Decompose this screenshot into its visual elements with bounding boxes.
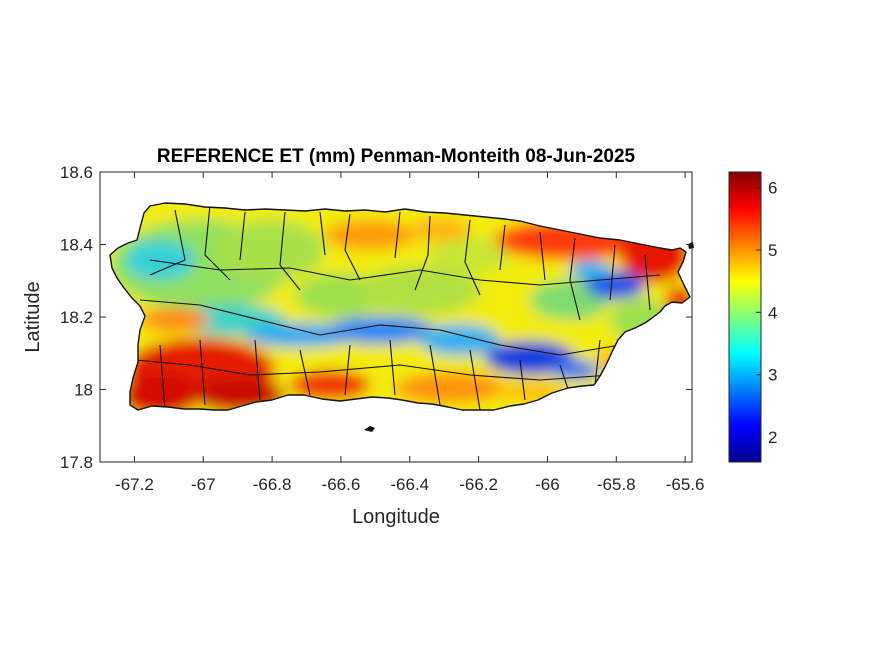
y-axis-ticks: 18.6 18.4 18.2 18 17.8: [60, 163, 692, 472]
x-axis-ticks: -67.2 -67 -66.8 -66.6 -66.4 -66.2 -66 -65.8 -65.…: [115, 172, 704, 494]
x-tick-label: -65.8: [597, 475, 636, 494]
y-tick-label: 18.6: [60, 163, 93, 182]
x-tick-label: -67.2: [115, 475, 154, 494]
y-tick-label: 17.8: [60, 453, 93, 472]
east-islet: [688, 242, 694, 249]
y-tick-label: 18.4: [60, 236, 93, 255]
y-tick-label: 18.2: [60, 308, 93, 327]
colorbar-gradient: [728, 171, 762, 463]
colorbar-ticks: 6 5 4 3 2: [756, 179, 777, 447]
x-tick-label: -66.8: [253, 475, 292, 494]
colorbar-tick-label: 4: [768, 303, 777, 322]
island-outline: [109, 202, 691, 411]
x-tick-label: -65.6: [666, 475, 705, 494]
colorbar-tick-label: 5: [768, 241, 777, 260]
y-tick-label: 18: [74, 381, 93, 400]
colorbar-tick-label: 6: [768, 179, 777, 198]
y-axis-label: Latitude: [22, 281, 44, 352]
chart-title: REFERENCE ET (mm) Penman-Monteith 08-Jun…: [157, 146, 636, 167]
x-tick-label: -66.6: [322, 475, 361, 494]
x-tick-label: -66.2: [459, 475, 498, 494]
colorbar-tick-label: 3: [768, 366, 777, 385]
x-tick-label: -67: [191, 475, 216, 494]
x-tick-label: -66.4: [390, 475, 429, 494]
colorbar: 6 5 4 3 2: [728, 171, 777, 463]
caja-de-muertos-islet: [364, 426, 375, 432]
x-tick-label: -66: [535, 475, 560, 494]
x-axis-label: Longitude: [352, 506, 440, 528]
colorbar-tick-label: 2: [768, 428, 777, 447]
